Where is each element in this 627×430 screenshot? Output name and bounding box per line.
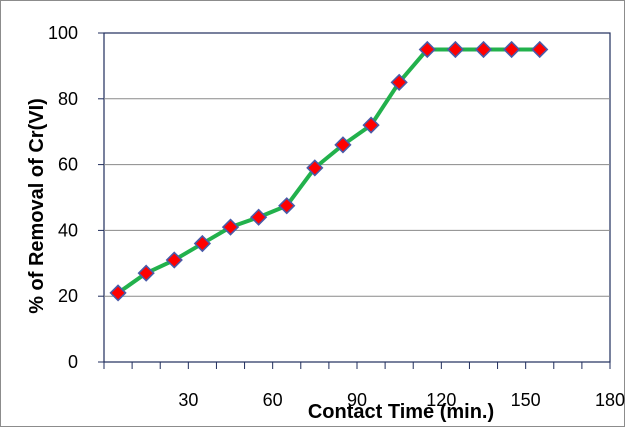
- series: [109, 40, 549, 302]
- grid-lines: [104, 98, 610, 297]
- y-axis-title: % of Removal of Cr(VI): [26, 98, 48, 314]
- data-point-marker: [193, 234, 212, 253]
- y-tick-label: 0: [68, 352, 78, 372]
- x-axis-title: Contact Time (min.): [308, 401, 494, 423]
- axes: 0 20 40 60 80 100 30 60 90 120 150 180: [48, 23, 625, 410]
- data-point-marker: [446, 40, 465, 59]
- data-point-marker: [531, 40, 549, 59]
- data-point-marker: [474, 40, 493, 59]
- y-tick-label: 60: [58, 155, 78, 175]
- x-tick-label: 120: [426, 390, 456, 410]
- x-tick-label: 150: [511, 390, 541, 410]
- data-point-marker: [278, 197, 296, 215]
- data-point-marker: [418, 40, 436, 59]
- series-line: [116, 47, 542, 295]
- plot-area: [103, 32, 611, 363]
- data-point-marker: [502, 40, 521, 59]
- data-point-marker: [137, 264, 155, 282]
- data-point-marker: [362, 116, 380, 134]
- y-tick-label: 40: [58, 220, 78, 240]
- data-point-marker: [165, 251, 183, 269]
- data-point-marker: [390, 73, 408, 91]
- y-tick-label: 100: [48, 23, 78, 43]
- data-point-marker: [249, 208, 268, 226]
- x-tick-label: 30: [178, 390, 198, 410]
- x-tick-label: 90: [347, 390, 367, 410]
- data-point-marker: [109, 284, 127, 302]
- data-point-marker: [221, 218, 240, 236]
- y-tick-label: 20: [58, 286, 78, 306]
- x-tick-label: 60: [263, 390, 283, 410]
- data-point-marker: [334, 136, 352, 154]
- y-tick-label: 80: [58, 89, 78, 109]
- x-tick-label: 180: [595, 390, 625, 410]
- data-point-marker: [306, 159, 324, 177]
